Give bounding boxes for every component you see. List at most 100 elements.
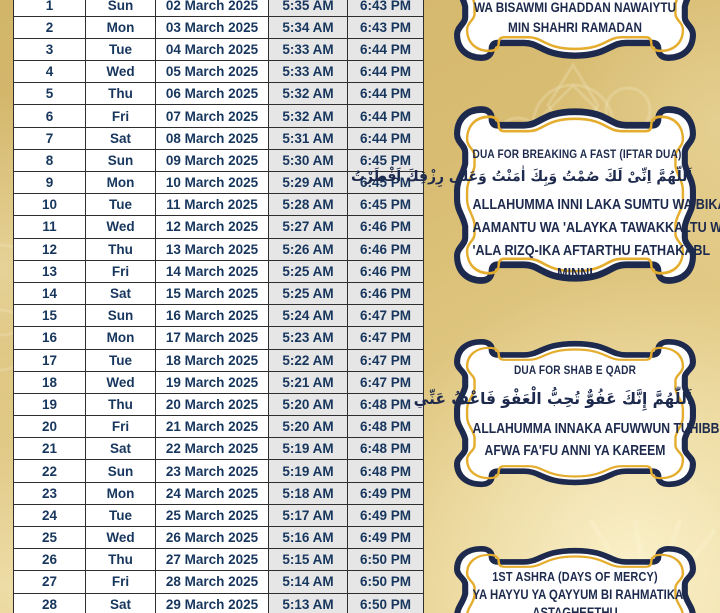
dua-card-iftar: DUA FOR BREAKING A FAST (IFTAR DUA) اَلل…	[351, 105, 720, 285]
table-row: 8 Sun 09 March 2025 5:30 AM 6:45 PM	[13, 148, 424, 173]
table-cell-day: Fri	[85, 570, 156, 594]
table-cell-roza_number: 1	[13, 0, 86, 17]
table-cell-roza_number: 28	[13, 592, 86, 613]
table-cell-day: Sat	[85, 281, 156, 306]
table-row: 17 Tue 18 March 2025 5:22 AM 6:47 PM	[13, 348, 424, 372]
table-cell-day: Wed	[85, 370, 156, 394]
table-cell-day: Sat	[85, 437, 156, 461]
table-cell-roza_number: 22	[13, 459, 86, 483]
table-cell-iftar_time: 6:44 PM	[347, 60, 424, 84]
table-cell-day: Tue	[85, 193, 156, 217]
dua-line: ALLAHUMMA INNI LAKA SUMTU WA BIKA	[472, 196, 720, 213]
dua-line: AFWA FA'FU ANNI YA KAREEM	[484, 443, 666, 459]
table-cell-roza_number: 23	[13, 481, 86, 505]
table-cell-date: 10 March 2025	[155, 170, 269, 195]
table-cell-date: 08 March 2025	[155, 126, 269, 150]
table-row: 1 Sun 02 March 2025 5:35 AM 6:43 PM	[13, 0, 424, 17]
table-cell-sehri_time: 5:25 AM	[268, 281, 348, 306]
table-cell-sehri_time: 5:35 AM	[268, 0, 348, 17]
table-cell-day: Thu	[85, 392, 156, 417]
table-cell-sehri_time: 5:22 AM	[268, 348, 348, 372]
table-cell-roza_number: 15	[13, 304, 86, 328]
dua-iftar-heading: DUA FOR BREAKING A FAST (IFTAR DUA)	[472, 147, 682, 161]
table-cell-iftar_time: 6:48 PM	[347, 392, 424, 417]
table-cell-day: Thu	[85, 548, 156, 572]
dua-line: 'ALA RIZQ-IKA AFTARTHU FATHAKABL	[472, 242, 711, 259]
table-row: 26 Thu 27 March 2025 5:15 AM 6:50 PM	[13, 548, 424, 572]
table-cell-iftar_time: 6:49 PM	[347, 481, 424, 505]
dua-iftar-arabic: اَللّهُمَّ اِنِّىْ لَكَ صُمْتُ وَبِكَ اٰ…	[351, 169, 693, 185]
table-cell-iftar_time: 6:46 PM	[347, 237, 424, 261]
table-row: 2 Mon 03 March 2025 5:34 AM 6:43 PM	[13, 15, 424, 39]
table-cell-date: 11 March 2025	[155, 193, 269, 217]
table-row: 18 Wed 19 March 2025 5:21 AM 6:47 PM	[13, 370, 424, 394]
table-row: 24 Tue 25 March 2025 5:17 AM 6:49 PM	[13, 503, 424, 528]
dua-line: ASTAGHEETHU	[532, 605, 618, 613]
table-cell-day: Mon	[85, 15, 156, 39]
table-cell-date: 14 March 2025	[155, 259, 269, 283]
table-cell-date: 22 March 2025	[155, 437, 269, 461]
table-cell-iftar_time: 6:49 PM	[347, 503, 424, 528]
table-cell-roza_number: 20	[13, 415, 86, 439]
dua-line: MIN SHAHRI RAMADAN	[508, 18, 642, 35]
table-cell-sehri_time: 5:14 AM	[268, 570, 348, 594]
table-cell-sehri_time: 5:32 AM	[268, 104, 348, 128]
table-cell-day: Sun	[85, 459, 156, 483]
table-cell-roza_number: 19	[13, 392, 86, 417]
dua-line: MINNI	[557, 265, 593, 282]
table-cell-iftar_time: 6:44 PM	[347, 104, 424, 128]
table-row: 28 Sat 29 March 2025 5:13 AM 6:50 PM	[13, 592, 424, 613]
table-row: 14 Sat 15 March 2025 5:25 AM 6:46 PM	[13, 281, 424, 306]
dua-first-ashra-heading: 1ST ASHRA (DAYS OF MERCY)	[492, 569, 658, 584]
table-cell-roza_number: 13	[13, 259, 86, 283]
table-cell-iftar_time: 6:44 PM	[347, 37, 424, 62]
table-cell-iftar_time: 6:46 PM	[347, 259, 424, 283]
table-cell-sehri_time: 5:28 AM	[268, 193, 348, 217]
table-cell-roza_number: 10	[13, 193, 86, 217]
table-cell-iftar_time: 6:48 PM	[347, 437, 424, 461]
table-cell-roza_number: 6	[13, 104, 86, 128]
table-cell-date: 28 March 2025	[155, 570, 269, 594]
table-cell-date: 18 March 2025	[155, 348, 269, 372]
table-cell-date: 20 March 2025	[155, 392, 269, 417]
table-cell-day: Tue	[85, 503, 156, 528]
table-cell-iftar_time: 6:50 PM	[347, 548, 424, 572]
table-cell-sehri_time: 5:29 AM	[268, 170, 348, 195]
table-cell-day: Sat	[85, 592, 156, 613]
dua-shab-e-qadr-transliteration: ALLAHUMMA INNAKA AFUWWUN TUHIBBUL AFWA FA…	[473, 418, 720, 462]
dua-card-shab-e-qadr: DUA FOR SHAB E QADR اَللّٰهُمَّ إِنَّكَ …	[414, 338, 720, 488]
table-cell-roza_number: 3	[13, 37, 86, 62]
table-cell-iftar_time: 6:45 PM	[347, 170, 424, 195]
table-cell-day: Mon	[85, 481, 156, 505]
table-cell-date: 29 March 2025	[155, 592, 269, 613]
table-cell-day: Wed	[85, 525, 156, 550]
table-cell-iftar_time: 6:44 PM	[347, 82, 424, 106]
table-cell-iftar_time: 6:45 PM	[347, 193, 424, 217]
table-cell-iftar_time: 6:43 PM	[347, 15, 424, 39]
table-cell-iftar_time: 6:48 PM	[347, 459, 424, 483]
table-cell-iftar_time: 6:47 PM	[347, 348, 424, 372]
table-cell-date: 13 March 2025	[155, 237, 269, 261]
table-cell-roza_number: 16	[13, 326, 86, 350]
table-row: 12 Thu 13 March 2025 5:26 AM 6:46 PM	[13, 237, 424, 261]
table-cell-roza_number: 4	[13, 60, 86, 84]
table-cell-sehri_time: 5:33 AM	[268, 37, 348, 62]
table-cell-sehri_time: 5:20 AM	[268, 415, 348, 439]
table-cell-day: Thu	[85, 82, 156, 106]
table-cell-roza_number: 27	[13, 570, 86, 594]
table-row: 4 Wed 05 March 2025 5:33 AM 6:44 PM	[13, 60, 424, 84]
table-row: 3 Tue 04 March 2025 5:33 AM 6:44 PM	[13, 37, 424, 62]
table-cell-date: 06 March 2025	[155, 82, 269, 106]
table-row: 20 Fri 21 March 2025 5:20 AM 6:48 PM	[13, 415, 424, 439]
table-cell-sehri_time: 5:25 AM	[268, 259, 348, 283]
table-cell-date: 23 March 2025	[155, 459, 269, 483]
table-row: 9 Mon 10 March 2025 5:29 AM 6:45 PM	[13, 170, 424, 195]
table-cell-date: 04 March 2025	[155, 37, 269, 62]
table-cell-sehri_time: 5:20 AM	[268, 392, 348, 417]
table-cell-sehri_time: 5:19 AM	[268, 459, 348, 483]
table-cell-roza_number: 9	[13, 170, 86, 195]
table-cell-day: Fri	[85, 104, 156, 128]
table-cell-roza_number: 18	[13, 370, 86, 394]
table-cell-date: 09 March 2025	[155, 148, 269, 173]
